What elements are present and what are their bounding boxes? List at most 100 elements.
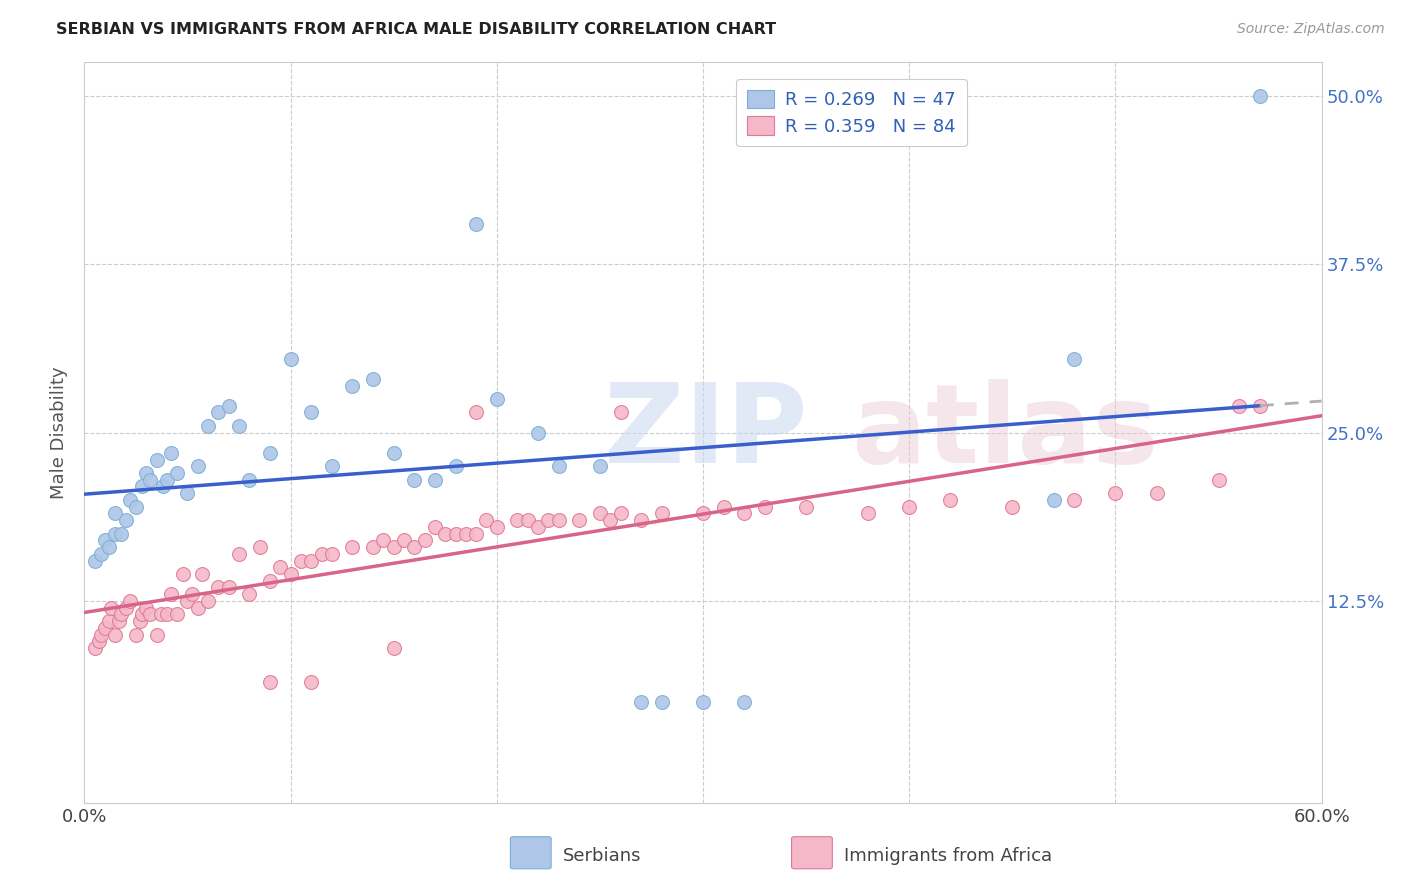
Point (651, 695, 673, 709)
Point (135, 466, 157, 480)
Point (131, 479, 153, 493)
Point (713, 500, 735, 514)
Point (187, 459, 209, 474)
Point (152, 479, 174, 493)
Point (259, 446, 281, 460)
Point (692, 507, 714, 521)
Point (94, 533, 117, 548)
Point (98, 614, 121, 628)
Point (1063, 492, 1085, 507)
Point (114, 513, 136, 527)
Point (311, 547, 333, 561)
Point (434, 526, 457, 541)
Point (651, 507, 673, 521)
Point (90, 627, 112, 641)
Point (630, 695, 652, 709)
Point (197, 418, 219, 433)
Point (90, 547, 112, 561)
Point (149, 607, 172, 622)
Point (139, 607, 162, 622)
Point (104, 627, 127, 641)
Point (83, 553, 105, 567)
Point (197, 594, 219, 608)
Point (118, 492, 141, 507)
Legend: R = 0.269   N = 47, R = 0.359   N = 84: R = 0.269 N = 47, R = 0.359 N = 84 (737, 78, 966, 146)
Point (547, 513, 569, 527)
Point (465, 405, 488, 419)
Point (794, 500, 817, 514)
Point (630, 513, 652, 527)
Point (87, 634, 110, 648)
Point (156, 607, 179, 622)
Point (1063, 351, 1085, 366)
Point (110, 607, 132, 622)
Point (238, 473, 260, 487)
Point (444, 459, 467, 474)
Point (516, 513, 538, 527)
Point (413, 533, 436, 548)
Point (692, 695, 714, 709)
Point (1042, 492, 1064, 507)
Point (589, 507, 612, 521)
Point (485, 520, 508, 534)
Point (754, 500, 776, 514)
Point (589, 459, 612, 474)
Point (465, 526, 488, 541)
Point (506, 513, 529, 527)
Y-axis label: Male Disability: Male Disability (51, 367, 69, 499)
Text: Immigrants from Africa: Immigrants from Africa (844, 847, 1052, 865)
Point (160, 587, 183, 601)
Point (259, 674, 281, 689)
Point (228, 547, 250, 561)
Point (527, 520, 550, 534)
Point (145, 452, 167, 467)
Point (125, 500, 148, 514)
Point (228, 418, 250, 433)
Point (110, 526, 132, 541)
Point (160, 446, 183, 460)
Point (342, 378, 364, 392)
Point (108, 614, 131, 628)
Point (475, 513, 498, 527)
Point (290, 553, 312, 567)
Point (856, 507, 879, 521)
Point (361, 372, 384, 386)
Text: Source: ZipAtlas.com: Source: ZipAtlas.com (1237, 22, 1385, 37)
Point (129, 614, 152, 628)
Point (218, 399, 240, 413)
Point (1249, 89, 1271, 103)
Point (131, 607, 153, 622)
Point (392, 533, 415, 548)
Point (404, 540, 426, 554)
Point (218, 581, 240, 595)
Point (599, 513, 621, 527)
Point (373, 533, 395, 548)
Point (166, 607, 188, 622)
Point (238, 587, 260, 601)
Point (207, 405, 229, 419)
Point (139, 473, 162, 487)
Point (191, 566, 214, 581)
Point (135, 600, 157, 615)
Point (939, 492, 962, 507)
Point (207, 581, 229, 595)
Point (280, 566, 302, 581)
Point (382, 446, 405, 460)
Point (609, 405, 631, 419)
Point (1249, 399, 1271, 413)
Point (125, 627, 148, 641)
Point (342, 540, 364, 554)
Point (1146, 486, 1168, 500)
Point (145, 627, 167, 641)
Point (187, 600, 209, 615)
Point (180, 587, 202, 601)
Point (361, 540, 384, 554)
Text: ZIP: ZIP (605, 379, 807, 486)
Point (382, 540, 405, 554)
Point (280, 351, 302, 366)
Point (568, 513, 591, 527)
Point (423, 520, 446, 534)
Point (485, 392, 508, 406)
Point (100, 600, 122, 615)
Point (733, 695, 755, 709)
